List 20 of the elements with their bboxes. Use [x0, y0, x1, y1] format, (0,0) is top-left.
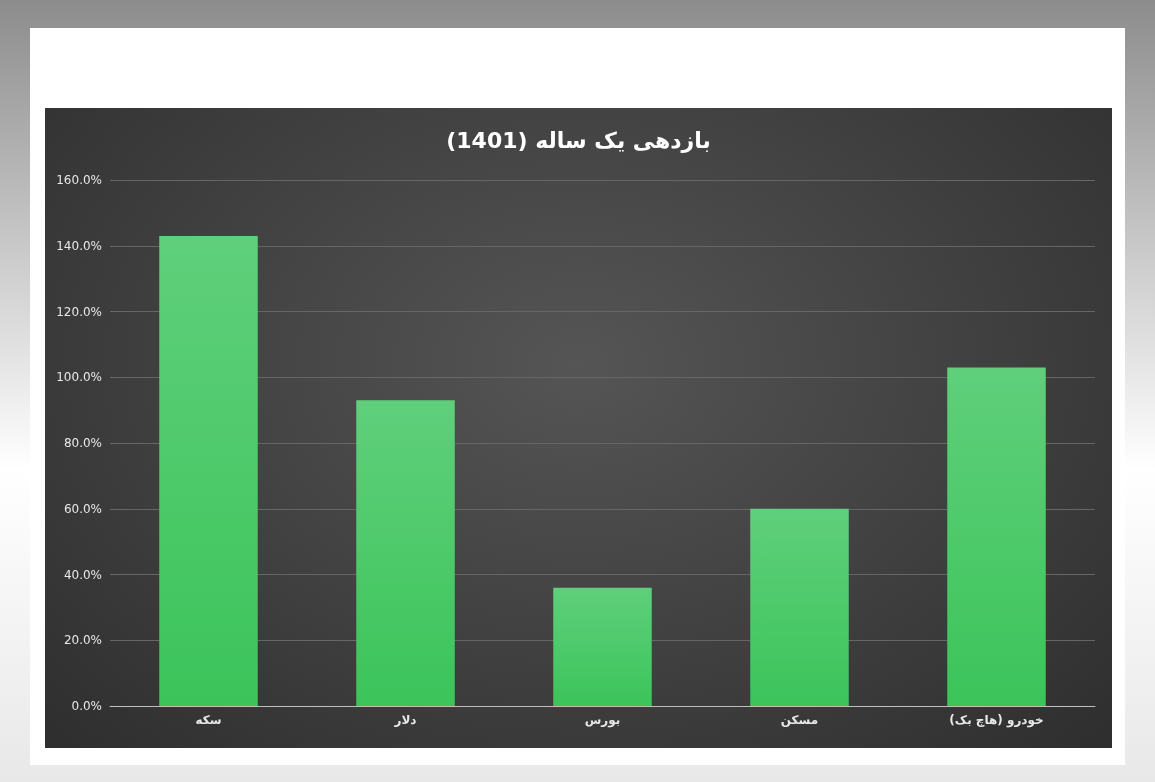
x-tick-label: مسکن — [780, 713, 819, 727]
y-tick-label: 0.0% — [71, 699, 102, 713]
y-tick-label: 160.0% — [56, 173, 102, 187]
y-tick-label: 80.0% — [63, 436, 102, 450]
y-tick-label: 40.0% — [63, 567, 102, 582]
bar — [947, 367, 1046, 706]
y-tick-label: 120.0% — [56, 304, 102, 319]
bar — [159, 235, 258, 706]
y-tick-label: 100.0% — [56, 370, 102, 385]
chart-title: بازدهی یک ساله (1401) — [446, 127, 711, 153]
y-tick-label: 140.0% — [56, 238, 102, 253]
x-tick-label: خودرو (هاچ بک) — [949, 713, 1044, 728]
x-tick-label: دلار — [393, 713, 417, 727]
bar — [553, 587, 652, 706]
x-tick-label: سکه — [195, 713, 222, 727]
bar — [750, 508, 849, 706]
bar — [356, 400, 455, 706]
y-tick-label: 60.0% — [63, 501, 102, 516]
y-tick-label: 20.0% — [63, 633, 102, 648]
x-tick-label: بورس — [584, 713, 621, 728]
